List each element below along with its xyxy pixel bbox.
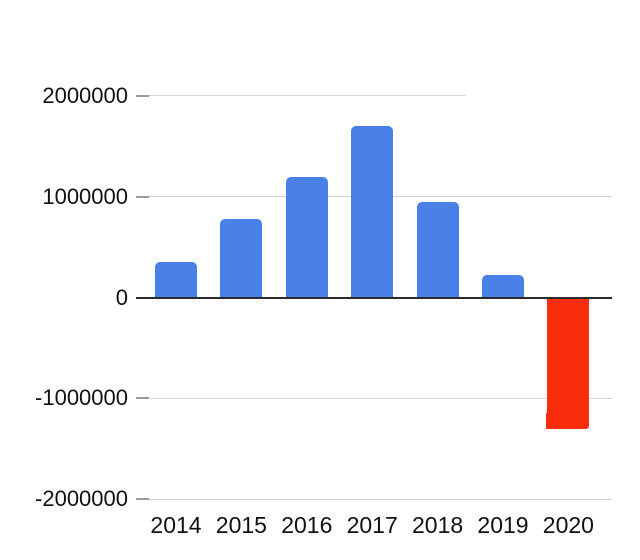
gridline--2000000 — [136, 498, 612, 500]
x-axis-label-2016: 2016 — [281, 512, 333, 538]
bar-2016 — [285, 176, 328, 298]
y-axis-tick-2000000 — [136, 94, 149, 97]
y-axis-tick--2000000 — [136, 498, 149, 501]
y-axis-tick--1000000 — [136, 397, 149, 400]
x-axis-label-2020: 2020 — [542, 512, 594, 538]
x-axis-label-2018: 2018 — [412, 512, 464, 538]
x-axis-label-2017: 2017 — [346, 512, 398, 538]
x-axis-label-2015: 2015 — [215, 512, 267, 538]
y-axis-label-1000000: 1000000 — [42, 183, 128, 209]
y-axis-label--2000000: -2000000 — [35, 486, 128, 512]
y-axis-label-2000000: 2000000 — [42, 82, 128, 108]
gridline-2000000 — [136, 95, 466, 97]
y-axis-label--1000000: -1000000 — [35, 385, 128, 411]
bar-2019 — [482, 275, 524, 298]
bar-2014 — [155, 262, 197, 298]
gridline--1000000 — [136, 397, 612, 399]
bar-2018 — [416, 201, 459, 298]
y-axis-label-0: 0 — [115, 284, 128, 310]
x-axis-label-2019: 2019 — [477, 512, 529, 538]
bar-2015 — [220, 218, 263, 298]
bar-2020 — [547, 297, 590, 429]
x-axis-label-2014: 2014 — [150, 512, 202, 538]
x-axis-line — [136, 296, 612, 299]
bar-2017 — [351, 126, 394, 298]
y-axis-tick-1000000 — [136, 195, 149, 198]
